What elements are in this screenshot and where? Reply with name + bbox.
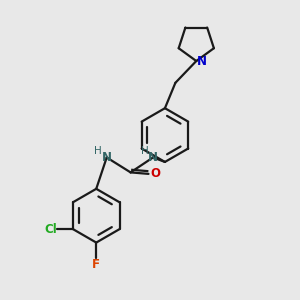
Text: H: H	[94, 146, 102, 156]
Text: N: N	[148, 151, 158, 164]
Text: N: N	[197, 55, 207, 68]
Text: F: F	[92, 258, 100, 271]
Text: O: O	[150, 167, 160, 180]
Text: Cl: Cl	[45, 223, 58, 236]
Text: H: H	[141, 146, 148, 156]
Text: N: N	[102, 151, 112, 164]
